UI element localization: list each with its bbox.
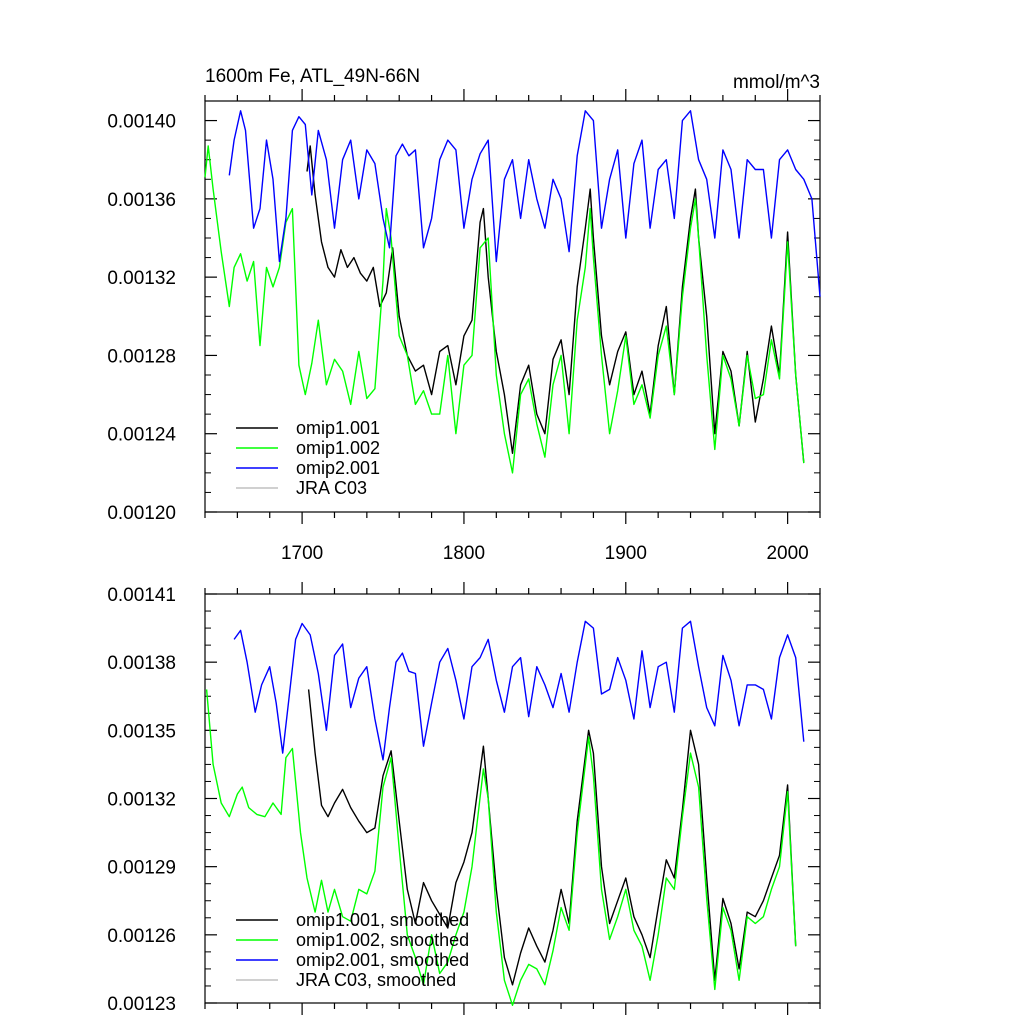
chart0-ytick-label: 0.00140 — [107, 112, 176, 133]
chart0-ytick-label: 0.00132 — [107, 268, 176, 289]
chart0-series-line-omip1-002 — [204, 145, 805, 474]
chart1-ytick-label: 0.00126 — [107, 926, 176, 947]
chart1-legend-label: omip2.001, smoothed — [296, 950, 469, 970]
chart-panel-top: 1600m Fe, ATL_49N-66N mmol/m^3 0.00120 0.… — [107, 66, 821, 564]
chart1-legend-label: omip1.002, smoothed — [296, 930, 469, 950]
chart1-legend-label: JRA C03, smoothed — [296, 970, 456, 990]
chart0-legend-label: JRA C03 — [296, 478, 367, 498]
chart0-xtick-label: 1800 — [443, 543, 485, 564]
chart0-series-line-omip1-001 — [306, 145, 805, 464]
chart0-xtick-label: 1700 — [281, 543, 323, 564]
chart1-ytick-label: 0.00138 — [107, 653, 176, 674]
chart1-series-line-omip1-002-smoothed — [205, 689, 797, 1006]
chart0-xtick-label: 1900 — [605, 543, 647, 564]
chart1-ytick-label: 0.00135 — [107, 721, 176, 742]
chart1-legend-label: omip1.001, smoothed — [296, 910, 469, 930]
chart0-ytick-label: 0.00124 — [107, 425, 176, 446]
chart0-ytick-label: 0.00136 — [107, 190, 176, 211]
chart1-ytick-label: 0.00132 — [107, 790, 176, 811]
chart0-legend-label: omip2.001 — [296, 458, 380, 478]
chart1-series-line-omip2-001-smoothed — [233, 620, 805, 761]
chart0-ytick-label: 0.00128 — [107, 346, 176, 367]
chart1-series-line-omip1-001-smoothed — [307, 689, 797, 986]
chart-title: 1600m Fe, ATL_49N-66N — [205, 66, 420, 87]
chart0-plot-frame — [204, 100, 821, 513]
chart0-ytick-label: 0.00120 — [107, 503, 176, 524]
chart1-ytick-label: 0.00141 — [107, 585, 176, 606]
chart0-series-line-omip2-001 — [228, 110, 821, 297]
chart-units: mmol/m^3 — [733, 72, 820, 93]
chart1-ytick-label: 0.00129 — [107, 858, 176, 879]
chart-panel-bottom: 0.00123 0.00126 0.00129 0.00132 0.00135 0.001… — [107, 582, 821, 1015]
chart0-xtick-label: 2000 — [766, 543, 808, 564]
chart1-ytick-label: 0.00123 — [107, 994, 176, 1015]
chart0-legend-label: omip1.002 — [296, 438, 380, 458]
chart0-legend-label: omip1.001 — [296, 418, 380, 438]
